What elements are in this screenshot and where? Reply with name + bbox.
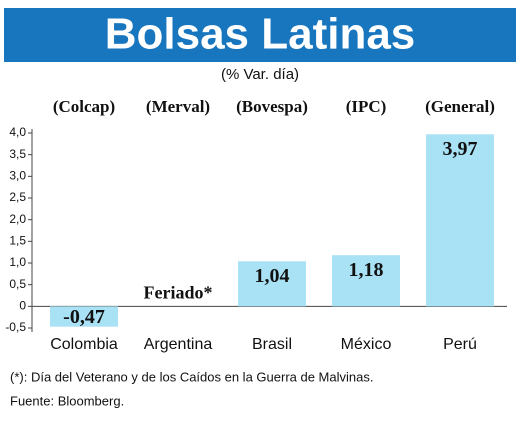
y-tick-label: 0,5 [9, 277, 26, 291]
y-tick-label: 2,5 [9, 190, 26, 204]
x-tick-label: Colombia [50, 336, 118, 353]
y-tick-label: 1,5 [9, 234, 26, 248]
y-tick-label: 1,0 [9, 255, 26, 269]
value-label: 1,04 [255, 265, 290, 287]
index-label: (IPC) [346, 97, 387, 116]
x-tick-label: Brasil [252, 336, 292, 353]
source: Fuente: Bloomberg. [10, 393, 124, 408]
y-tick-label: 2,0 [9, 212, 26, 226]
index-label: (General) [425, 97, 495, 116]
annotation: Feriado* [144, 282, 213, 302]
index-label: (Bovespa) [236, 97, 308, 116]
value-label: -0,47 [63, 306, 105, 328]
bar [238, 261, 306, 307]
x-tick-label: Argentina [144, 336, 213, 353]
index-label: (Colcap) [53, 97, 115, 116]
y-tick-label: -0,5 [5, 320, 26, 334]
y-tick-label: 4,0 [9, 125, 26, 139]
bar [426, 134, 494, 307]
x-tick-label: Perú [443, 336, 477, 353]
chart-subtitle: (% Var. día) [221, 66, 299, 83]
value-label: 3,97 [443, 138, 478, 160]
title-banner [4, 8, 516, 62]
y-tick-label: 0 [19, 299, 26, 313]
chart-title: Bolsas Latinas [105, 10, 416, 59]
y-tick-label: 3,0 [9, 169, 26, 183]
x-tick-label: México [341, 336, 392, 353]
bar [50, 306, 118, 327]
value-label: 1,18 [349, 259, 384, 281]
bar [332, 255, 400, 307]
footnote: (*): Día del Veterano y de los Caídos en… [10, 369, 373, 384]
y-tick-label: 3,5 [9, 147, 26, 161]
index-label: (Merval) [146, 97, 210, 116]
